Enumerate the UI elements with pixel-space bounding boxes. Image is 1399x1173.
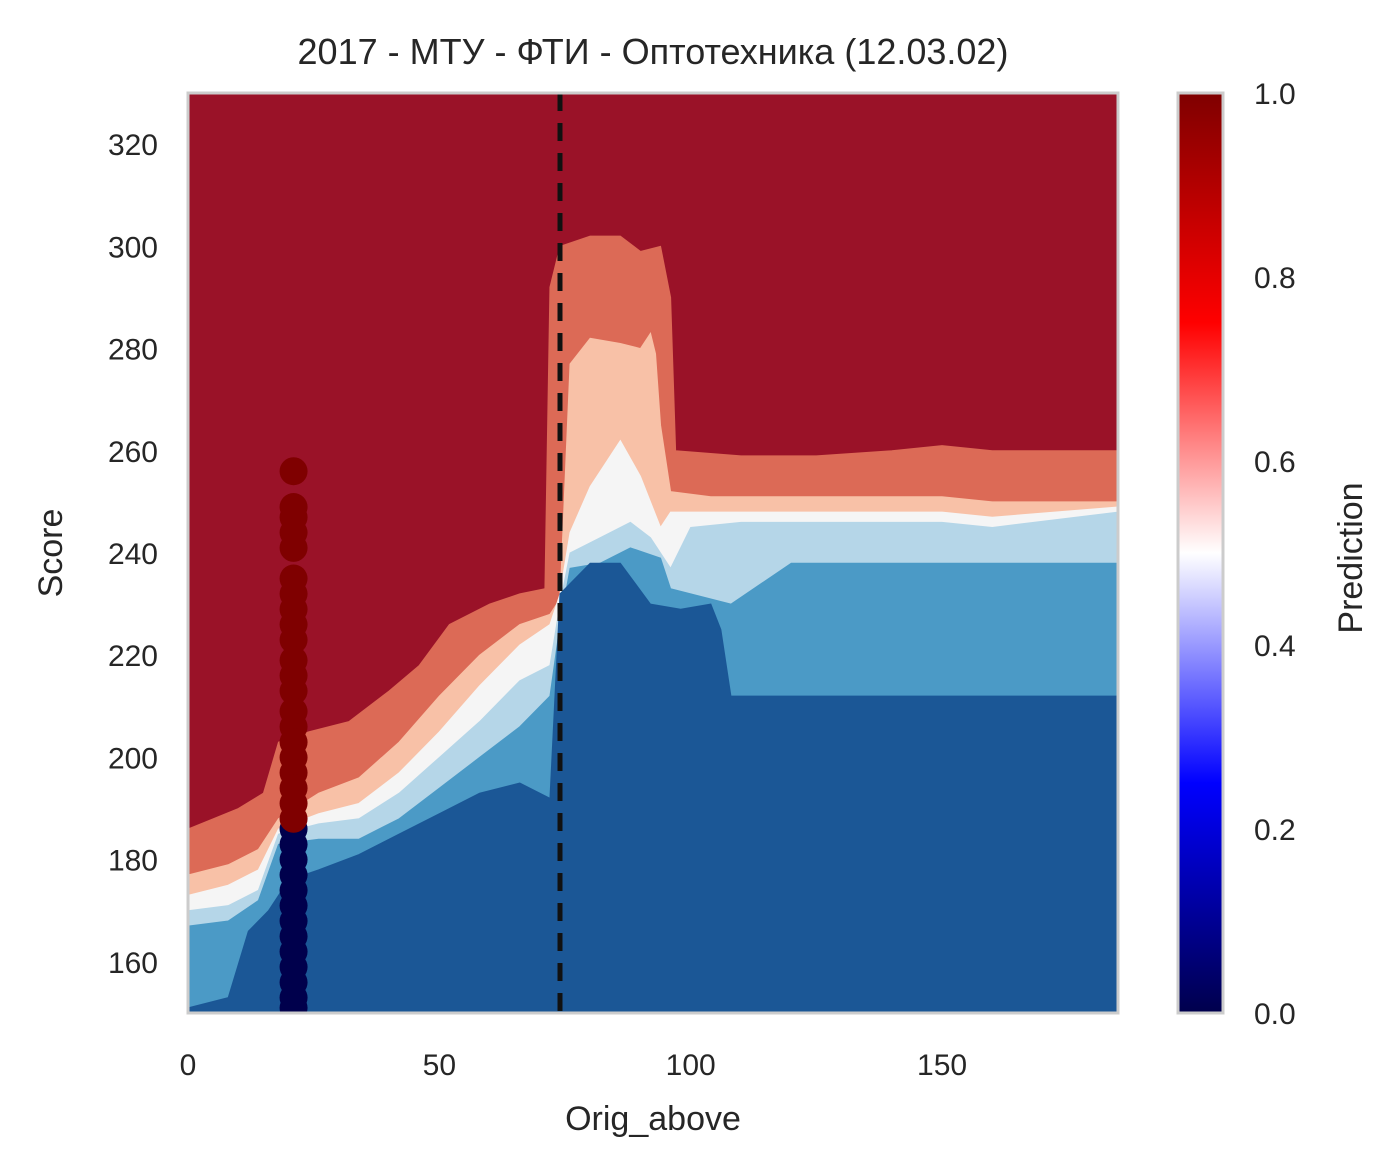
point-admitted xyxy=(279,804,308,833)
y-tick-label: 240 xyxy=(108,538,158,571)
y-tick-label: 300 xyxy=(108,231,158,264)
contour-fills xyxy=(188,235,1118,1013)
point-admitted xyxy=(279,457,308,486)
colorbar-tick-label: 0.6 xyxy=(1254,446,1296,479)
chart-title: 2017 - МТУ - ФТИ - Оптотехника (12.03.02… xyxy=(298,31,1009,72)
y-tick-label: 220 xyxy=(108,640,158,673)
y-tick-label: 320 xyxy=(108,129,158,162)
colorbar-gradient xyxy=(1176,91,1225,1015)
colorbar-tick-label: 0.8 xyxy=(1254,262,1296,295)
x-tick-label: 0 xyxy=(180,1049,197,1082)
point-admitted xyxy=(279,625,308,654)
point-admitted xyxy=(279,533,308,562)
y-tick-label: 200 xyxy=(108,742,158,775)
x-axis-label: Orig_above xyxy=(565,1100,741,1138)
y-axis-ticks: 160 180 200 220 240 260 280 300 320 xyxy=(108,129,158,980)
x-axis-ticks: 0 50 100 150 xyxy=(180,1049,967,1082)
colorbar-tick-label: 0.0 xyxy=(1254,998,1296,1031)
y-tick-label: 180 xyxy=(108,845,158,878)
y-tick-label: 160 xyxy=(108,947,158,980)
data-points xyxy=(279,457,308,1013)
plot-frame xyxy=(186,91,1120,1015)
point-admitted xyxy=(279,677,308,705)
colorbar-label: Prediction xyxy=(1332,482,1370,633)
colorbar: 0.0 0.2 0.4 0.6 0.8 1.0 Prediction xyxy=(1176,78,1370,1031)
y-tick-label: 260 xyxy=(108,436,158,469)
x-tick-label: 150 xyxy=(917,1049,967,1082)
y-axis-label: Score xyxy=(32,509,70,598)
colorbar-tick-label: 0.4 xyxy=(1254,630,1296,663)
point-rejected xyxy=(279,993,308,1013)
y-tick-label: 280 xyxy=(108,334,158,367)
colorbar-ticks: 0.0 0.2 0.4 0.6 0.8 1.0 xyxy=(1254,78,1296,1031)
plot-area xyxy=(188,93,1118,1013)
x-tick-label: 50 xyxy=(423,1049,456,1082)
colorbar-tick-label: 0.2 xyxy=(1254,814,1296,847)
x-tick-label: 100 xyxy=(666,1049,716,1082)
colorbar-tick-label: 1.0 xyxy=(1254,78,1296,111)
